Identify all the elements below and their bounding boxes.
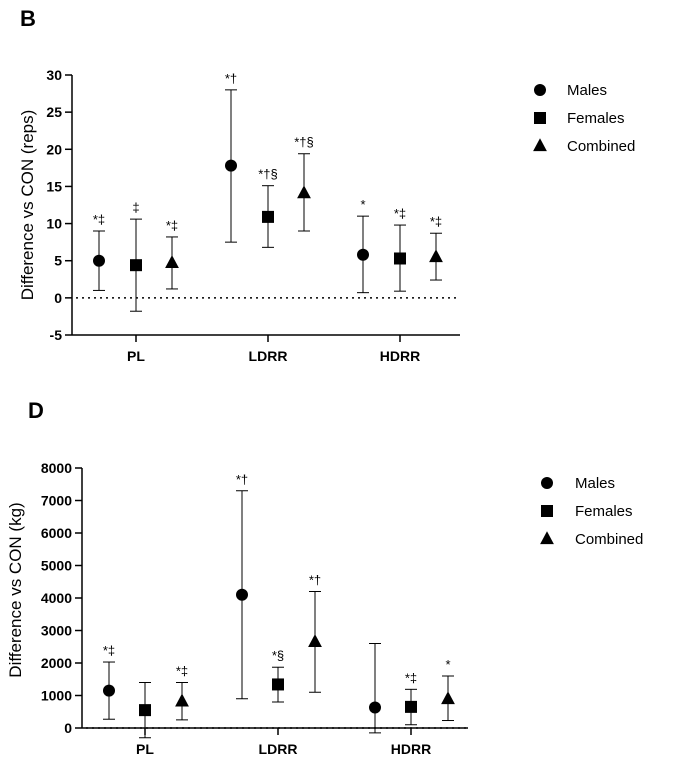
panel-d-legend-marker-males [541,477,553,489]
panel-d-point-combined-hdrr [441,691,455,705]
panel-d-legend: Males Females Combined [540,475,643,548]
panel-b-category-label-pl: PL [127,348,145,364]
panel-d-annotation-females-hdrr: *‡ [405,670,417,685]
panel-b-categories: PL LDRR HDRR [127,335,420,364]
panel-b-category-label-hdrr: HDRR [380,348,420,364]
panel-d-point-females-ldrr [272,678,284,691]
panel-b-y-tick-label: -5 [50,327,63,343]
panel-b: B Difference vs CON (reps) -5 0 5 10 15 20 25 3… [18,6,635,364]
panel-b-annotation-combined-ldrr: *†§ [294,135,314,150]
panel-b-y-tick-label: 5 [54,253,62,269]
panel-b-data-marks: *‡*†*‡*†§*‡*‡*†§*‡ [93,71,443,312]
panel-d-point-males-pl [103,684,115,697]
panel-b-annotation-males-pl: *‡ [93,212,105,227]
panel-b-y-tick-label: 25 [46,104,62,120]
panel-b-y-ticks: -5 0 5 10 15 20 25 30 [46,67,72,343]
panel-d-annotation-males-ldrr: *† [236,472,248,487]
panel-b-annotation-females-pl: ‡ [132,200,139,215]
panel-d-point-combined-ldrr [308,634,322,647]
panel-d-legend-marker-females [541,505,553,517]
panel-b-legend-label-females: Females [567,110,625,127]
panel-d-y-tick-label: 2000 [41,655,72,671]
panel-d-legend-label-combined: Combined [575,531,643,548]
panel-b-y-tick-label: 20 [46,141,62,157]
panel-b-legend-marker-females [534,112,546,124]
panel-b-point-males-ldrr [225,159,237,172]
panel-b-annotation-males-ldrr: *† [225,71,237,86]
panel-d-category-label-hdrr: HDRR [391,741,431,757]
panel-b-y-axis-label: Difference vs CON (reps) [18,110,37,301]
panel-d-y-tick-label: 3000 [41,623,72,639]
panel-d-point-females-pl [139,704,151,717]
panel-b-category-label-ldrr: LDRR [249,348,288,364]
panel-b-y-tick-label: 0 [54,290,62,306]
panel-b-annotation-females-hdrr: *‡ [394,206,406,221]
panel-d-y-tick-label: 6000 [41,525,72,541]
panel-b-point-females-hdrr [394,252,406,265]
panel-b-annotation-females-ldrr: *†§ [258,167,278,182]
panel-b-point-females-ldrr [262,210,274,223]
panel-d-point-females-hdrr [405,700,417,713]
panel-d-point-combined-pl [175,693,189,707]
panel-b-annotation-combined-pl: *‡ [166,218,178,233]
panel-d-category-label-pl: PL [136,741,154,757]
panel-b-point-combined-ldrr [297,185,311,199]
panel-d-y-tick-label: 8000 [41,460,72,476]
panel-b-legend: Males Females Combined [533,82,635,155]
panel-b-y-tick-label: 30 [46,67,62,83]
panel-d-annotation-combined-hdrr: * [445,657,450,672]
panel-b-point-males-hdrr [357,248,369,261]
panel-d-y-tick-label: 5000 [41,558,72,574]
panel-d-y-tick-label: 0 [64,720,72,736]
panel-b-point-combined-hdrr [429,249,443,263]
panel-d-annotation-males-pl: *‡ [103,643,115,658]
panel-letter-d: D [28,398,44,423]
panel-d-annotation-combined-ldrr: *† [309,573,321,588]
panel-d-categories: PL LDRR HDRR [136,728,431,757]
panel-d-y-tick-label: 1000 [41,688,72,704]
panel-d-category-label-ldrr: LDRR [259,741,298,757]
panel-d: D Difference vs CON (kg) 0 1000 2000 3000 40… [6,398,643,757]
panel-b-annotation-males-hdrr: * [360,197,365,212]
panel-d-legend-label-females: Females [575,503,633,520]
panel-b-point-combined-pl [165,255,179,269]
panel-d-y-tick-label: 7000 [41,493,72,509]
panel-d-data-marks: *‡ *† *§ *‡ *‡ *† * [103,472,455,739]
panel-b-annotation-combined-hdrr: *‡ [430,214,442,229]
panel-b-legend-marker-males [534,84,546,96]
panel-b-y-tick-label: 15 [46,178,62,194]
panel-b-legend-label-combined: Combined [567,138,635,155]
panel-d-point-males-ldrr [236,588,248,601]
panel-d-annotation-combined-pl: *‡ [176,664,188,679]
panel-d-annotation-females-ldrr: *§ [272,648,284,663]
panel-d-point-males-hdrr [369,701,381,714]
panel-b-y-tick-label: 10 [46,216,62,232]
panel-b-point-females-pl [130,259,142,272]
panel-letter-b: B [20,6,36,31]
panel-d-legend-label-males: Males [575,475,615,492]
panel-d-y-tick-label: 4000 [41,590,72,606]
panel-d-y-ticks: 0 1000 2000 3000 4000 5000 6000 7000 8000 [41,460,82,736]
panel-d-legend-marker-combined [540,531,554,545]
panel-b-legend-label-males: Males [567,82,607,99]
panel-b-legend-marker-combined [533,138,547,152]
panel-d-y-axis-label: Difference vs CON (kg) [6,502,25,677]
panel-b-point-males-pl [93,254,105,267]
